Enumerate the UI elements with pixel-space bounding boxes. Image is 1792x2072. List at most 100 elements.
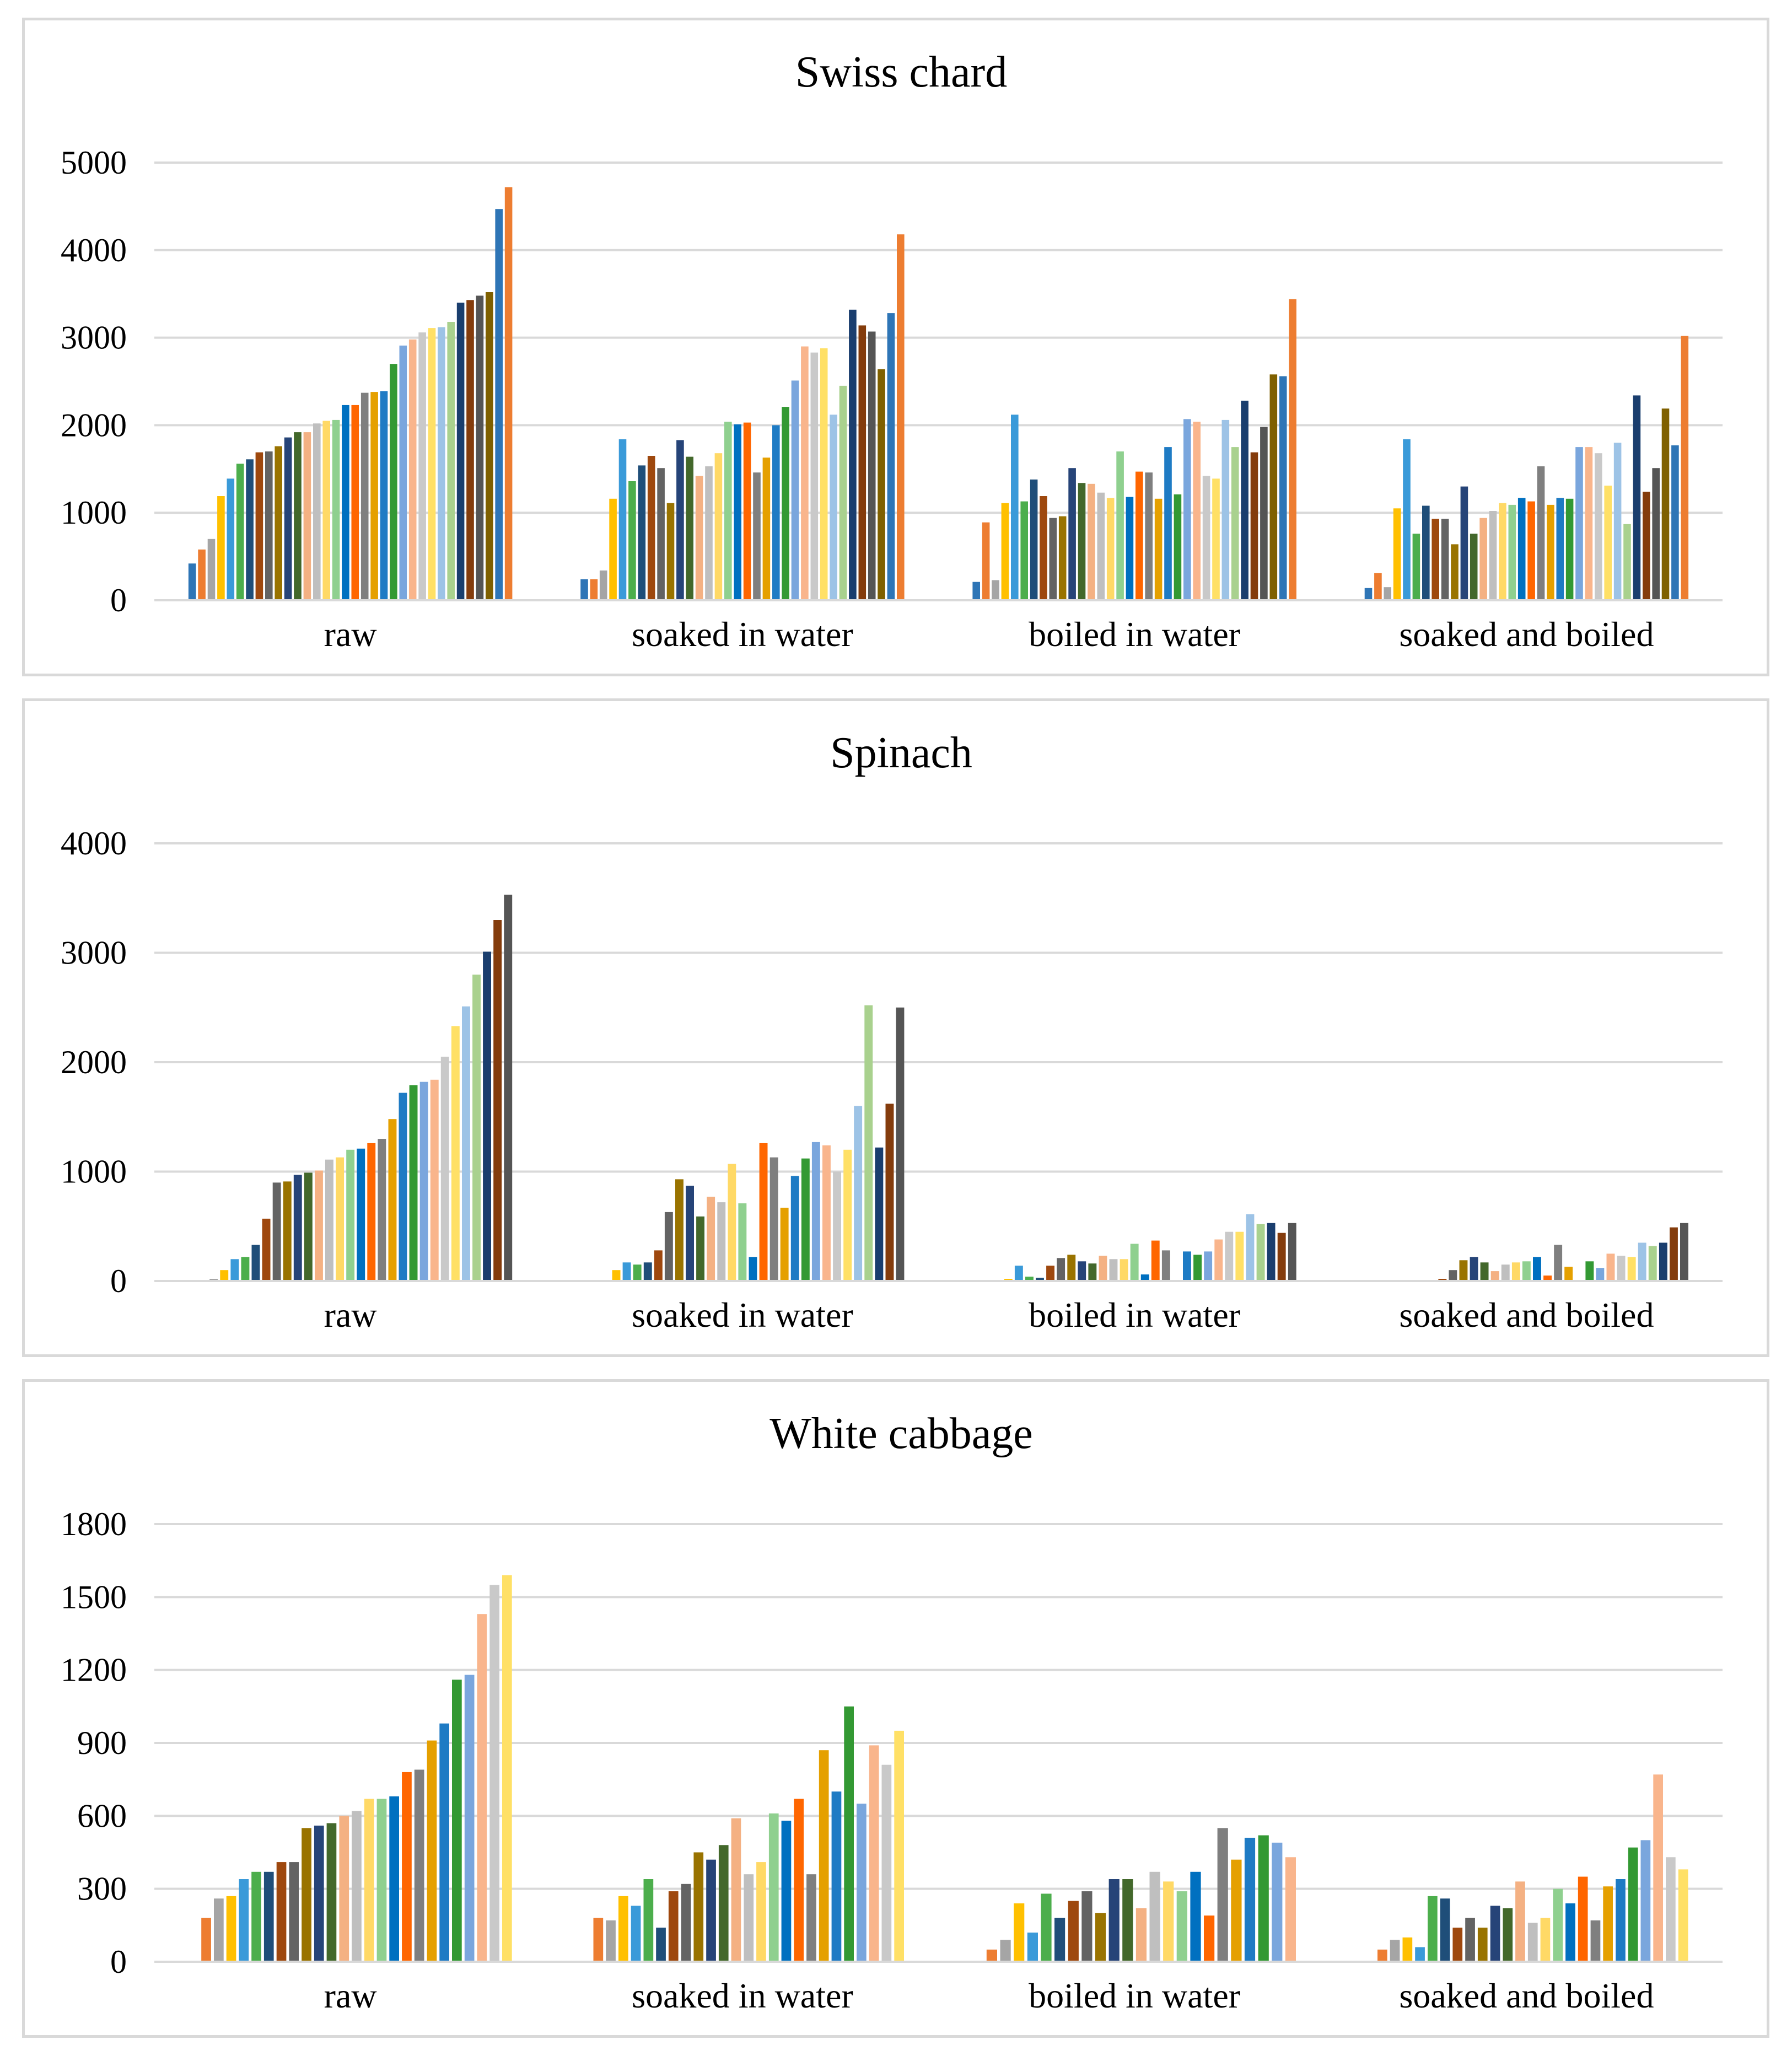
bar <box>246 459 254 600</box>
bar <box>493 920 502 1281</box>
bar <box>439 1723 449 1962</box>
bar <box>1490 1271 1499 1281</box>
bar <box>1164 447 1172 600</box>
bar <box>1193 422 1201 600</box>
bar <box>820 348 828 600</box>
bar <box>1176 1891 1187 1962</box>
bar <box>1272 1842 1283 1962</box>
bar <box>1049 518 1057 600</box>
bar <box>408 339 417 600</box>
bar <box>1670 1227 1678 1281</box>
y-tick-label: 0 <box>110 582 127 618</box>
bar <box>791 380 799 600</box>
bar <box>1578 1876 1588 1962</box>
bar <box>1640 1840 1651 1962</box>
bar <box>1680 1223 1688 1281</box>
bar <box>414 1769 424 1962</box>
bar <box>1183 1251 1191 1281</box>
bar <box>1068 1901 1079 1962</box>
bar <box>756 1862 766 1962</box>
y-tick-label: 3000 <box>61 320 127 356</box>
bar <box>1011 415 1019 600</box>
category-label: boiled in water <box>1029 1295 1240 1334</box>
bar <box>1217 1828 1228 1962</box>
bar <box>1078 1261 1086 1281</box>
bar <box>1617 1256 1626 1281</box>
bar <box>618 1896 628 1962</box>
bar <box>389 1796 399 1962</box>
bar <box>1078 483 1086 600</box>
bar <box>495 209 503 600</box>
chart-panel-white-cabbage: White cabbage 0 300 600 900 1200 1500 1800 raw… <box>22 1379 1769 2038</box>
category-label: raw <box>324 615 377 654</box>
bar <box>351 405 359 600</box>
bar <box>731 1818 741 1962</box>
bar <box>357 1148 365 1281</box>
bar <box>1451 544 1459 600</box>
y-tick-label: 2000 <box>61 407 127 443</box>
bar <box>483 951 491 1281</box>
bar <box>1126 497 1134 600</box>
bar <box>992 580 999 600</box>
bar <box>1020 501 1028 600</box>
bar <box>638 465 646 600</box>
bar <box>207 539 216 600</box>
bar <box>1661 408 1670 600</box>
bar <box>1393 508 1401 600</box>
y-tick-label: 1500 <box>61 1579 127 1615</box>
bar <box>1499 503 1506 600</box>
bar <box>1041 1893 1052 1962</box>
bar <box>325 1159 333 1281</box>
bar <box>1470 534 1478 600</box>
bar <box>1122 1879 1133 1962</box>
x-axis-category-labels: raw soaked in water boiled in water soaked … <box>324 1295 1654 1334</box>
bar <box>1638 1242 1646 1281</box>
category-label: raw <box>324 1976 377 2015</box>
bar-series <box>188 187 1689 600</box>
bar <box>322 421 330 600</box>
bar <box>1190 1871 1201 1962</box>
bar <box>724 422 732 600</box>
bar <box>220 1270 229 1281</box>
bar <box>656 1928 666 1962</box>
bar <box>1040 496 1047 600</box>
bar <box>272 1182 281 1281</box>
bar <box>302 1828 311 1962</box>
bar <box>707 1197 715 1281</box>
bar <box>1517 498 1526 600</box>
bar <box>858 325 867 600</box>
bar <box>1046 1266 1054 1281</box>
bar <box>1459 1260 1468 1281</box>
bar-series <box>201 1575 1688 1962</box>
bar <box>188 563 196 600</box>
category-label: soaked in water <box>632 1295 853 1334</box>
bar <box>452 1680 462 1962</box>
bar <box>1648 1246 1657 1281</box>
bar <box>794 1799 804 1962</box>
bar <box>399 1092 407 1281</box>
bar <box>1116 451 1124 600</box>
bar <box>782 407 789 600</box>
bar <box>833 1171 841 1281</box>
bar <box>504 895 513 1281</box>
bar <box>399 345 407 600</box>
bar <box>409 1085 418 1281</box>
bar <box>744 1874 754 1962</box>
bar <box>675 1179 684 1281</box>
bar <box>1412 534 1420 600</box>
bar <box>1067 1255 1076 1281</box>
bar <box>214 1898 224 1962</box>
bar <box>241 1257 250 1281</box>
bar <box>1432 519 1439 600</box>
bar <box>831 1791 842 1962</box>
bar <box>1643 492 1650 600</box>
chart-title: Swiss chard <box>795 48 1007 96</box>
bar <box>772 425 780 600</box>
bar <box>1140 1274 1149 1281</box>
bar <box>427 1740 437 1962</box>
bar <box>1130 1244 1139 1281</box>
bar <box>759 1143 768 1281</box>
bar <box>1603 1886 1613 1962</box>
y-tick-label: 1000 <box>61 1154 127 1190</box>
y-tick-label: 2000 <box>61 1044 127 1080</box>
